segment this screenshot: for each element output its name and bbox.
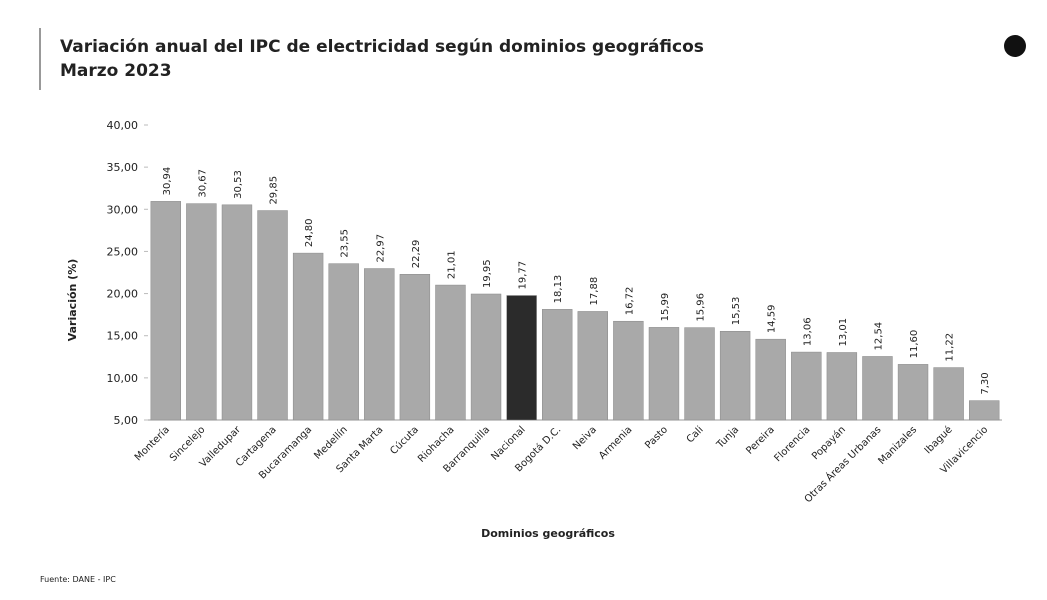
bar	[328, 263, 359, 421]
value-label: 23,55	[340, 229, 351, 258]
bar	[613, 320, 644, 421]
value-label: 29,85	[269, 176, 280, 205]
y-tick-label: 15,00	[107, 330, 139, 343]
value-label: 13,06	[802, 317, 813, 346]
value-label: 15,99	[660, 293, 671, 322]
bar	[364, 268, 395, 421]
value-label: 30,53	[233, 170, 244, 199]
value-label: 18,13	[553, 275, 564, 304]
value-label: 15,53	[731, 297, 742, 326]
y-tick-label: 10,00	[107, 372, 139, 385]
value-label: 22,97	[375, 234, 386, 263]
value-label: 16,72	[624, 287, 635, 316]
bar	[399, 274, 431, 421]
bar	[542, 309, 573, 421]
bar	[897, 364, 929, 421]
bar	[791, 351, 822, 421]
value-label: 24,80	[304, 218, 315, 247]
bar	[826, 352, 858, 421]
value-label: 12,54	[873, 322, 884, 351]
bar	[862, 356, 893, 421]
y-tick-label: 35,00	[107, 161, 139, 174]
value-label: 19,77	[518, 261, 529, 290]
y-tick-label: 25,00	[107, 245, 139, 258]
bar	[470, 293, 502, 421]
bar	[684, 327, 715, 421]
bar	[719, 330, 751, 421]
chart-subtitle: Marzo 2023	[60, 61, 172, 81]
y-tick-label: 5,00	[114, 414, 139, 427]
bar	[150, 201, 181, 421]
value-label: 11,60	[909, 330, 920, 359]
y-axis-label: Variación (%)	[66, 259, 79, 342]
value-label: 17,88	[589, 277, 600, 306]
value-label: 22,29	[411, 240, 422, 269]
bar	[648, 327, 680, 421]
bar	[292, 252, 324, 421]
bar	[577, 311, 608, 421]
bar	[969, 400, 1000, 421]
bar	[435, 284, 466, 421]
source: Fuente: DANE - IPC	[40, 575, 116, 584]
bar	[933, 367, 964, 421]
x-axis-label: Dominios geográficos	[481, 527, 615, 540]
value-label: 30,94	[162, 167, 173, 196]
bar	[506, 295, 537, 421]
bar	[257, 210, 288, 421]
bar	[221, 204, 253, 421]
y-tick-label: 40,00	[107, 119, 139, 132]
bar	[186, 203, 217, 421]
value-label: 13,01	[838, 318, 849, 347]
chart-title: Variación anual del IPC de electricidad …	[60, 37, 704, 57]
y-tick-label: 20,00	[107, 288, 139, 301]
value-label: 30,67	[197, 169, 208, 198]
value-label: 7,30	[980, 372, 991, 394]
value-label: 21,01	[446, 250, 457, 279]
value-label: 15,96	[696, 293, 707, 322]
value-label: 11,22	[945, 333, 956, 362]
value-label: 19,95	[482, 259, 493, 288]
value-label: 14,59	[767, 305, 778, 334]
y-tick-label: 30,00	[107, 203, 139, 216]
logo	[1004, 35, 1026, 57]
bar	[755, 338, 786, 421]
